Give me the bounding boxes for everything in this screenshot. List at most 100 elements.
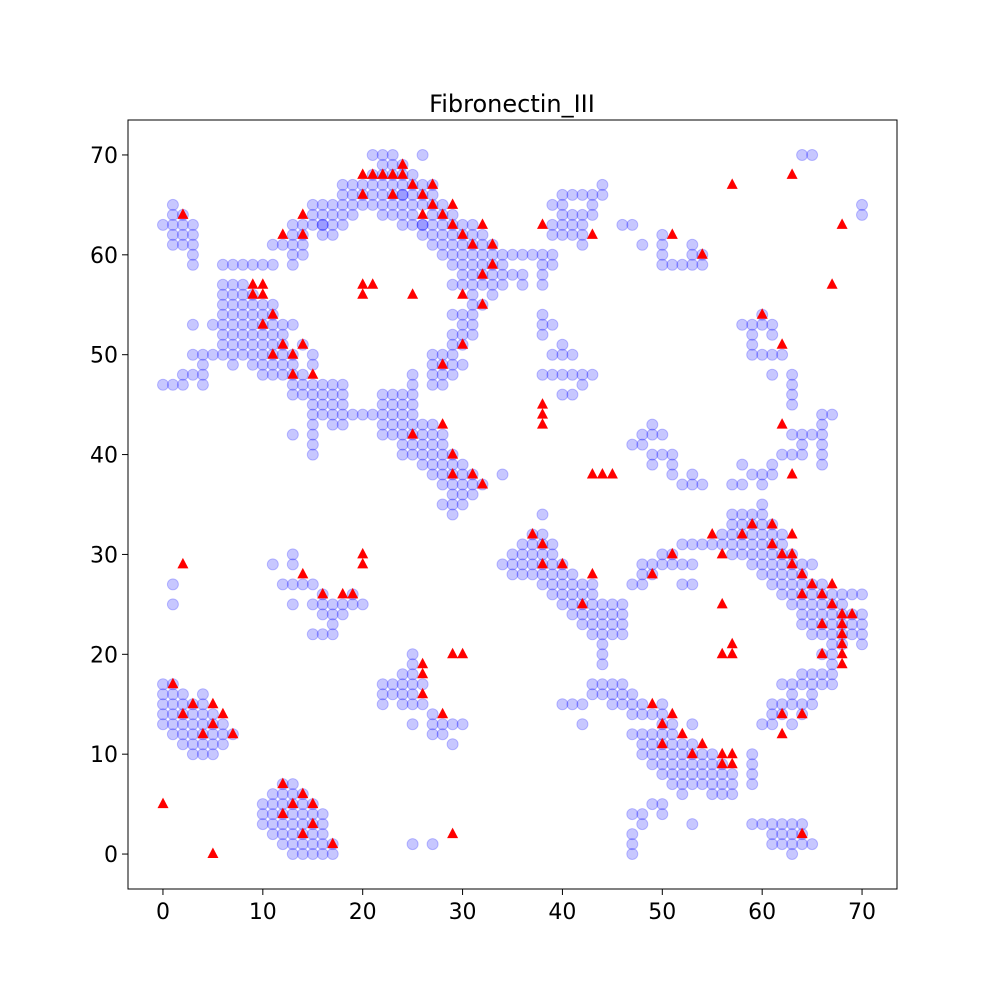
circle-point — [656, 548, 669, 561]
circle-point — [466, 298, 479, 311]
circle-point — [396, 438, 409, 451]
circle-point — [826, 678, 839, 691]
circle-point — [556, 368, 569, 381]
circle-point — [536, 268, 549, 281]
triangle-point — [357, 188, 369, 199]
circle-point — [696, 768, 709, 781]
circle-point — [316, 808, 329, 821]
triangle-point — [606, 468, 618, 479]
circle-point — [406, 198, 419, 211]
triangle-point — [447, 448, 459, 459]
triangle-point — [387, 168, 399, 179]
triangle-point — [447, 218, 459, 229]
circle-point — [776, 678, 789, 691]
circle-point — [846, 618, 859, 631]
triangle-point — [666, 228, 678, 239]
x-tick-label: 60 — [748, 900, 776, 925]
circle-point — [366, 178, 379, 191]
x-tick-label: 50 — [648, 900, 676, 925]
circle-point — [426, 218, 439, 231]
circle-point — [446, 368, 459, 381]
circle-point — [396, 678, 409, 691]
circle-point — [426, 358, 439, 371]
circle-point — [546, 218, 559, 231]
circle-point — [166, 708, 179, 721]
circle-point — [636, 818, 649, 831]
circle-point — [656, 758, 669, 771]
circle-point — [616, 688, 629, 701]
circle-point — [346, 178, 359, 191]
circle-point — [726, 528, 739, 541]
circle-point — [306, 838, 319, 851]
circle-point — [186, 228, 199, 241]
circle-point — [266, 318, 279, 331]
triangle-point — [407, 428, 419, 439]
circle-point — [426, 228, 439, 241]
triangle-point — [646, 697, 658, 709]
triangle-point — [397, 158, 409, 169]
circle-point — [826, 658, 839, 671]
circle-point — [546, 368, 559, 381]
circle-point — [456, 248, 469, 261]
circle-point — [746, 818, 759, 831]
circle-point — [816, 628, 829, 641]
circle-point — [186, 348, 199, 361]
circle-point — [576, 238, 589, 251]
circle-point — [556, 568, 569, 581]
circle-point — [546, 538, 559, 551]
circle-point — [626, 728, 639, 741]
circle-point — [566, 578, 579, 591]
circle-point — [776, 828, 789, 841]
circle-point — [416, 428, 429, 441]
circle-point — [226, 298, 239, 311]
circle-point — [566, 588, 579, 601]
circle-point — [216, 298, 229, 311]
circle-point — [296, 798, 309, 811]
circle-point — [216, 728, 229, 741]
circle-point — [556, 598, 569, 611]
circle-point — [436, 248, 449, 261]
circle-point — [596, 638, 609, 651]
triangle-point — [477, 218, 488, 229]
circle-point — [726, 518, 739, 531]
circle-point — [186, 318, 199, 331]
circle-point — [686, 768, 699, 781]
circle-point — [816, 448, 829, 461]
circle-point — [696, 778, 709, 791]
circle-point — [586, 198, 599, 211]
circle-point — [626, 848, 639, 860]
circle-point — [666, 558, 679, 571]
circle-point — [796, 678, 809, 691]
circle-point — [546, 198, 559, 211]
circle-point — [696, 478, 709, 491]
circle-point — [306, 578, 319, 591]
circle-point — [786, 568, 799, 581]
circle-point — [226, 288, 239, 301]
circle-point — [216, 288, 229, 301]
triangle-point — [307, 368, 319, 379]
circle-point — [316, 598, 329, 611]
circle-point — [766, 838, 779, 851]
circle-point — [316, 398, 329, 411]
circle-point — [446, 328, 459, 341]
circle-point — [436, 728, 449, 741]
circle-point — [406, 378, 419, 391]
circle-point — [766, 348, 779, 361]
triangle-point — [756, 308, 768, 319]
circle-point — [666, 758, 679, 771]
circle-point — [536, 328, 549, 341]
circle-point — [806, 558, 819, 571]
circle-point — [766, 318, 779, 331]
circle-point — [336, 198, 349, 211]
circle-point — [666, 728, 679, 741]
circle-point — [236, 328, 249, 341]
circle-point — [776, 818, 789, 831]
circle-point — [536, 508, 549, 521]
circle-point — [606, 688, 619, 701]
circle-point — [436, 378, 449, 391]
circle-point — [666, 468, 679, 481]
circle-point — [496, 268, 509, 281]
y-tick-label: 20 — [90, 643, 118, 668]
circle-point — [466, 218, 479, 231]
circle-point — [206, 348, 219, 361]
